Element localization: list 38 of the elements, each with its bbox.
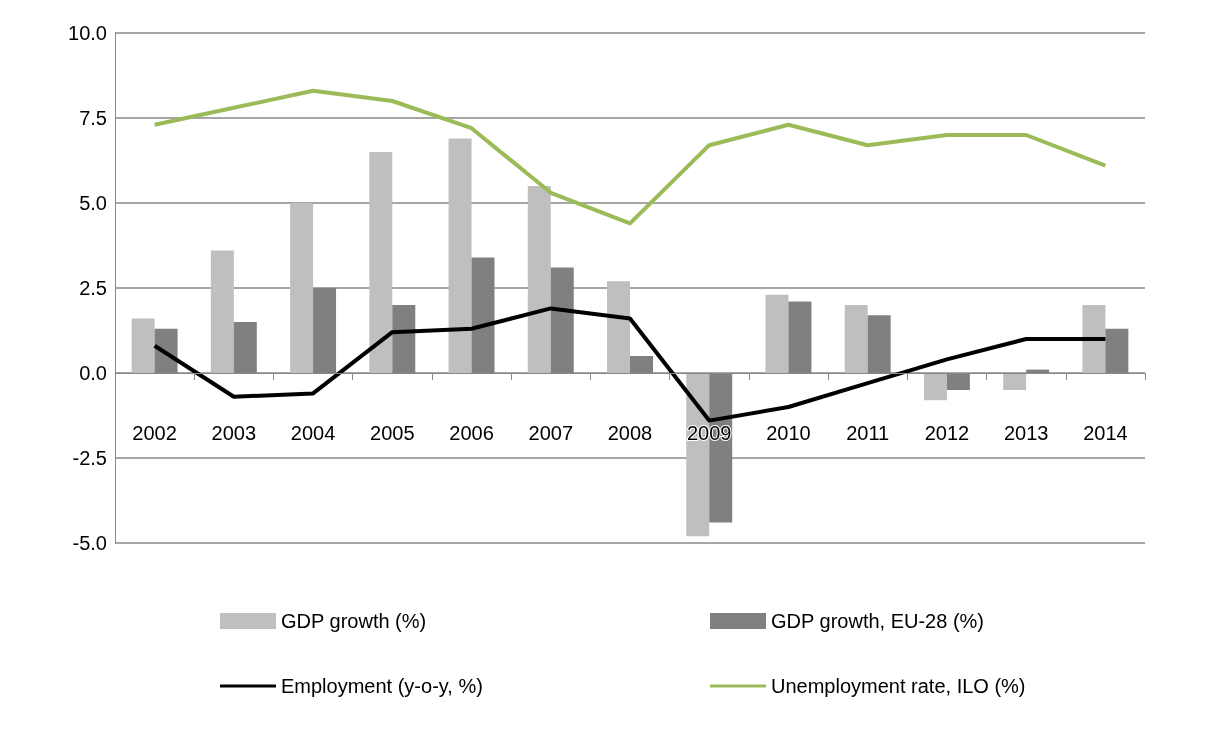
- legend-label: GDP growth, EU-28 (%): [771, 610, 985, 632]
- x-tick-label: 2008: [607, 422, 653, 444]
- legend-label: Unemployment rate, ILO (%): [771, 675, 1026, 697]
- y-tick-label: 7.5: [79, 107, 107, 129]
- bar: [1082, 305, 1106, 373]
- x-tick-label: 2010: [766, 422, 811, 444]
- x-tick-label: 2005: [370, 422, 415, 444]
- y-tick-label: 2.5: [79, 277, 107, 299]
- bar: [210, 250, 234, 373]
- bar: [369, 152, 393, 373]
- x-tick-label: 2002: [132, 422, 177, 444]
- y-tick-label: 5.0: [79, 192, 107, 214]
- x-tick-label: 2011: [846, 422, 890, 444]
- x-tick-label: 2013: [1003, 422, 1049, 444]
- x-tick-label: 2004: [290, 422, 336, 444]
- y-tick-label: -5.0: [72, 532, 107, 554]
- bar: [1003, 373, 1027, 390]
- x-tick-label: 2006: [449, 422, 494, 444]
- x-tick-label: 2007: [528, 422, 574, 444]
- bar: [607, 281, 630, 373]
- x-tick-label: 2009: [686, 422, 732, 444]
- bar: [923, 373, 947, 401]
- y-tick-label: 10.0: [68, 22, 107, 44]
- legend-label: Employment (y-o-y, %): [281, 675, 483, 697]
- y-tick-label: -2.5: [72, 447, 107, 469]
- x-tick-label: 2003: [211, 422, 257, 444]
- bar: [844, 305, 868, 373]
- bar: [290, 203, 314, 373]
- line-series: [152, 88, 1108, 226]
- y-tick-label: 0.0: [79, 362, 107, 384]
- line-series: [152, 306, 1108, 423]
- bar: [527, 186, 551, 373]
- bar: [131, 318, 155, 373]
- x-tick-label: 2014: [1083, 422, 1128, 444]
- bar: [448, 138, 472, 373]
- x-tick-label: 2012: [924, 422, 970, 444]
- legend-label: GDP growth (%): [281, 610, 427, 632]
- bar: [765, 294, 789, 373]
